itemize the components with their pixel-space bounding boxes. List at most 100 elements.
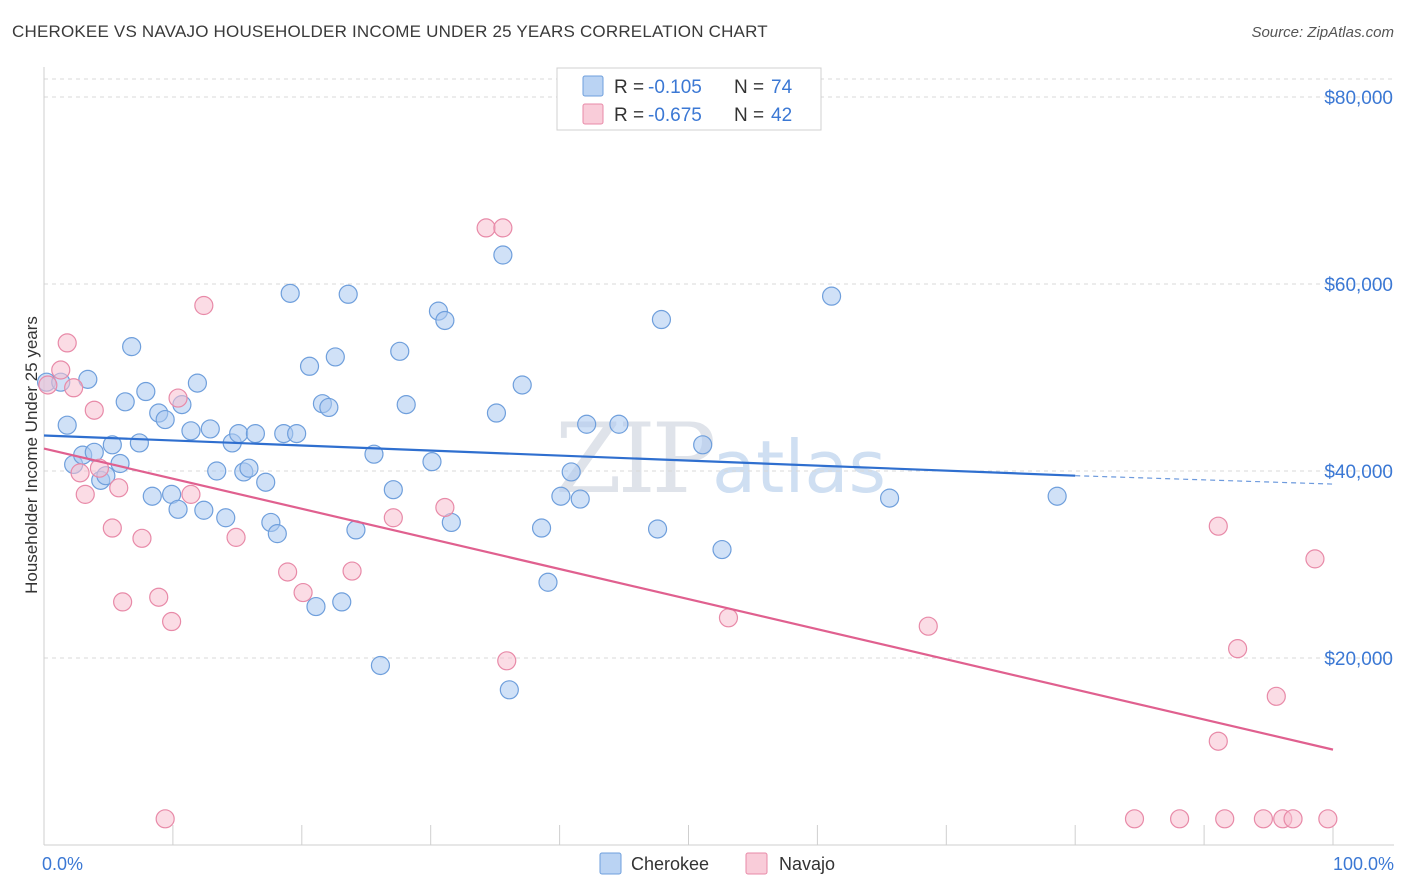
point-navajo: [194, 295, 214, 316]
point-cherokee: [332, 592, 352, 612]
x-tick-labels: 0.0% 100.0%: [42, 854, 1394, 874]
point-cherokee: [216, 508, 236, 528]
point-cherokee: [245, 424, 265, 444]
point-cherokee: [299, 356, 320, 376]
point-cherokee: [57, 415, 77, 435]
legend-r-label-cherokee: R =: [614, 77, 644, 98]
trend-line-navajo: [43, 447, 1334, 751]
bottom-legend-label-cherokee: Cherokee: [631, 854, 709, 874]
source-credit: Source: ZipAtlas.com: [1251, 24, 1394, 41]
point-navajo: [226, 527, 246, 547]
point-navajo: [1208, 731, 1228, 751]
point-navajo: [293, 582, 313, 603]
point-cherokee: [287, 424, 307, 444]
point-navajo: [476, 218, 496, 238]
point-cherokee: [239, 458, 259, 478]
point-cherokee: [136, 381, 156, 402]
point-cherokee: [229, 424, 249, 444]
x-tick-label-max: 100.0%: [1333, 854, 1394, 874]
legend-swatch-navajo: [582, 103, 604, 125]
point-navajo: [102, 518, 122, 538]
data-points: [36, 218, 1338, 829]
y-axis-label: Householder Income Under 25 years: [22, 316, 41, 594]
point-navajo: [149, 587, 169, 607]
point-navajo: [181, 484, 201, 504]
point-cherokee: [78, 369, 98, 389]
point-cherokee: [647, 519, 668, 539]
point-cherokee: [551, 486, 571, 506]
point-cherokee: [102, 435, 122, 455]
point-navajo: [1253, 809, 1273, 829]
legend-r-value-cherokee: -0.105: [648, 77, 702, 98]
point-cherokee: [129, 433, 149, 453]
bottom-legend: Cherokee Navajo: [599, 852, 835, 875]
point-cherokee: [181, 421, 201, 441]
point-navajo: [1318, 809, 1338, 829]
point-navajo: [51, 360, 71, 380]
legend-r-label-navajo: R =: [614, 105, 644, 126]
point-cherokee: [122, 337, 142, 357]
legend-r-value-navajo: -0.675: [648, 105, 702, 126]
gridlines: [44, 78, 1394, 659]
watermark: ZIP atlas: [555, 403, 886, 515]
chart-title: CHEROKEE VS NAVAJO HOUSEHOLDER INCOME UN…: [12, 22, 768, 41]
trend-extension-cherokee: [1075, 475, 1334, 485]
point-cherokee: [693, 435, 713, 455]
bottom-legend-swatch-navajo: [745, 852, 768, 875]
legend-n-label-navajo: N =: [734, 105, 764, 126]
point-cherokee: [821, 286, 842, 306]
point-cherokee: [561, 462, 581, 482]
point-cherokee: [512, 375, 532, 395]
point-cherokee: [207, 461, 227, 481]
point-cherokee: [142, 486, 162, 506]
point-cherokee: [570, 489, 590, 509]
point-cherokee: [319, 397, 339, 418]
point-navajo: [493, 218, 513, 238]
trend-lines: [43, 434, 1334, 751]
legend-n-value-cherokee: 74: [771, 77, 793, 98]
point-cherokee: [256, 472, 276, 492]
point-navajo: [113, 592, 133, 612]
x-tick-label-min: 0.0%: [42, 854, 83, 874]
point-navajo: [383, 508, 403, 528]
point-cherokee: [325, 347, 345, 367]
legend: R = -0.105 N = 74 R = -0.675 N = 42: [556, 67, 822, 131]
point-navajo: [1305, 549, 1325, 569]
point-cherokee: [115, 392, 135, 412]
point-cherokee: [651, 309, 672, 330]
legend-n-value-navajo: 42: [771, 105, 792, 126]
point-cherokee: [280, 283, 300, 303]
point-cherokee: [168, 499, 188, 519]
point-navajo: [435, 497, 455, 518]
point-navajo: [1266, 686, 1286, 706]
point-cherokee: [267, 524, 287, 544]
point-navajo: [162, 611, 182, 632]
legend-swatch-cherokee: [582, 75, 604, 97]
point-navajo: [57, 333, 77, 353]
point-cherokee: [1047, 486, 1067, 506]
y-tick-labels: $20,000 $40,000 $60,000 $80,000: [1324, 88, 1393, 670]
y-tick-label: $20,000: [1324, 649, 1393, 670]
point-cherokee: [338, 284, 358, 304]
point-cherokee: [493, 245, 513, 265]
point-navajo: [497, 651, 517, 671]
point-navajo: [1170, 809, 1190, 829]
point-cherokee: [879, 488, 900, 508]
point-cherokee: [364, 444, 384, 464]
point-navajo: [168, 388, 188, 408]
point-navajo: [718, 608, 739, 628]
point-cherokee: [200, 419, 220, 439]
point-cherokee: [110, 453, 130, 474]
point-navajo: [1208, 516, 1228, 536]
point-cherokee: [383, 480, 403, 500]
y-tick-label: $80,000: [1324, 88, 1393, 109]
point-navajo: [64, 378, 84, 398]
point-navajo: [84, 400, 104, 420]
point-cherokee: [435, 310, 455, 331]
trend-line-cherokee: [43, 434, 1076, 477]
point-cherokee: [187, 373, 207, 393]
axes: [43, 67, 1394, 846]
point-navajo: [1124, 809, 1145, 829]
point-cherokee: [531, 518, 552, 538]
